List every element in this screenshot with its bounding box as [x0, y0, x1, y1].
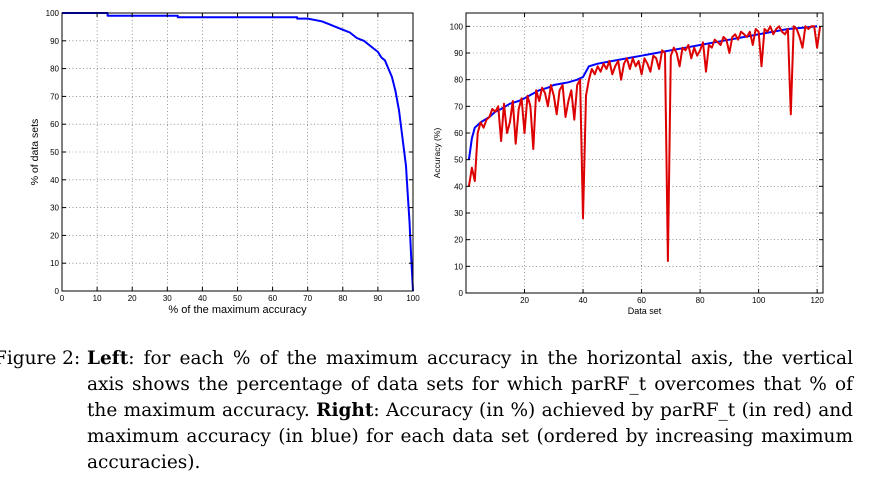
- y-tick-label: 0: [55, 287, 60, 296]
- x-tick-label: 100: [406, 294, 420, 303]
- y-tick-label: 60: [50, 120, 59, 129]
- caption-segment: : Accuracy (in %) achieved by parRF_t (i…: [87, 400, 853, 473]
- series-line-0: [62, 12, 414, 292]
- y-tick-label: 50: [454, 156, 463, 165]
- x-tick-label: 50: [233, 294, 242, 303]
- y-tick-label: 60: [454, 129, 463, 138]
- x-tick-label: 80: [696, 296, 705, 305]
- y-tick-label: 40: [50, 176, 59, 185]
- caption-text: Left: for each % of the maximum accuracy…: [87, 346, 853, 476]
- y-tick-label: 100: [450, 22, 464, 31]
- y-tick-label: 20: [50, 231, 59, 240]
- series-line-1: [467, 25, 822, 262]
- y-axis-label: Accuracy (%): [434, 128, 442, 179]
- y-tick-label: 50: [50, 148, 59, 157]
- y-tick-label: 80: [454, 76, 463, 85]
- y-tick-label: 100: [46, 9, 60, 18]
- figure-caption: Figure 2: Left: for each % of the maximu…: [0, 346, 869, 476]
- caption-segment: : for each % of the maximum accuracy in …: [87, 348, 853, 421]
- x-axis-label: % of the maximum accuracy: [168, 304, 307, 316]
- y-tick-label: 40: [454, 182, 463, 191]
- x-tick-label: 20: [520, 296, 529, 305]
- y-tick-label: 30: [50, 204, 59, 213]
- x-tick-label: 20: [128, 294, 137, 303]
- y-tick-label: 80: [50, 65, 59, 74]
- x-tick-label: 60: [637, 296, 646, 305]
- x-tick-label: 40: [579, 296, 588, 305]
- x-tick-label: 100: [752, 296, 766, 305]
- caption-bold-term: Left: [87, 348, 129, 369]
- y-tick-label: 70: [454, 102, 463, 111]
- x-tick-label: 90: [373, 294, 382, 303]
- x-tick-label: 30: [163, 294, 172, 303]
- y-tick-label: 10: [454, 262, 463, 271]
- x-tick-label: 0: [60, 294, 65, 303]
- x-tick-label: 120: [810, 296, 824, 305]
- y-tick-label: 20: [454, 236, 463, 245]
- caption-bold-term: Right: [316, 400, 374, 421]
- y-tick-label: 90: [454, 49, 463, 58]
- x-tick-label: 60: [268, 294, 277, 303]
- x-axis-label: Data set: [628, 306, 662, 316]
- caption-label: Figure 2:: [0, 348, 81, 369]
- y-tick-label: 30: [454, 209, 463, 218]
- y-tick-label: 90: [50, 37, 59, 46]
- series-line-0: [467, 25, 818, 160]
- x-tick-label: 80: [338, 294, 347, 303]
- x-tick-label: 40: [198, 294, 207, 303]
- y-tick-label: 70: [50, 92, 59, 101]
- y-tick-label: 0: [459, 289, 464, 298]
- right-chart: 20 40 60 80 100 120 0 10 20 30 40 50 60 70 80 90 100 Data…: [434, 12, 824, 316]
- x-tick-label: 70: [303, 294, 312, 303]
- figure: 0 10 20 30 40 50 60 70 80 90 100 0 10 20 30 40 50 60 70 80 9…: [29, 9, 824, 316]
- left-chart: 0 10 20 30 40 50 60 70 80 90 100 0 10 20 30 40 50 60 70 80 9…: [29, 9, 420, 316]
- y-axis-label: % of data sets: [29, 119, 41, 186]
- y-tick-label: 10: [50, 259, 59, 268]
- x-tick-label: 10: [93, 294, 102, 303]
- plot-frame: [465, 12, 824, 294]
